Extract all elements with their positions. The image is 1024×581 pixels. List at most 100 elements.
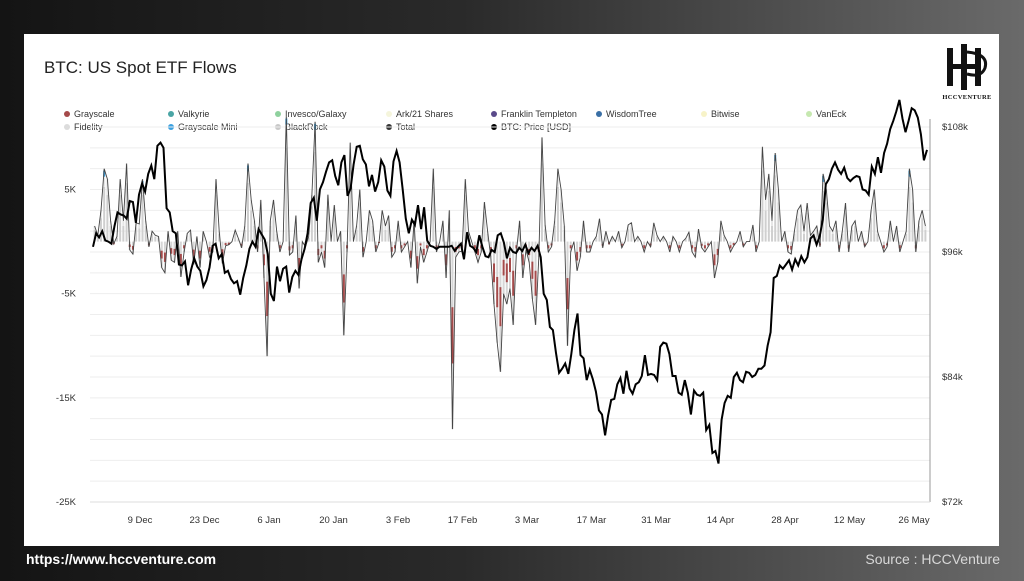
flow-bar-blackrock: [96, 236, 99, 242]
chart-card: BTC: US Spot ETF Flows HCCVENTURE Graysc…: [24, 34, 999, 546]
flow-bar-grayscale: [170, 248, 173, 254]
legend-item-ark-21-shares[interactable]: Ark/21 Shares: [386, 109, 453, 119]
flow-bar-blackrock: [739, 233, 742, 242]
site-url[interactable]: https://www.hccventure.com: [26, 551, 217, 567]
legend-item-fidelity[interactable]: Fidelity: [64, 122, 103, 132]
flow-bar-blackrock: [540, 163, 543, 242]
flow-bar-grayscale: [320, 245, 323, 249]
flow-bar-fidelity: [560, 189, 563, 203]
flow-bar-blackrock: [381, 218, 384, 242]
flow-bar-blackrock: [333, 214, 336, 242]
flow-bar-blackrock: [154, 236, 157, 242]
flow-bar-blackrock: [598, 224, 601, 242]
flow-bar-blackrock: [294, 222, 297, 242]
flow-bar-blackrock: [604, 233, 607, 242]
legend-item-vaneck[interactable]: VanEck: [806, 109, 846, 119]
flow-bar-blackrock: [723, 236, 726, 242]
x-tick-label: 26 May: [898, 515, 929, 526]
legend-item-grayscale[interactable]: Grayscale: [64, 109, 115, 119]
flow-bar-blackrock: [215, 194, 218, 242]
flow-bar-blackrock: [556, 186, 559, 242]
logo-text: HCCVENTURE: [942, 94, 992, 101]
flow-bar-grayscale: [707, 243, 710, 246]
flow-bar-blackrock: [272, 210, 275, 242]
flow-bar-blackrock: [176, 233, 179, 242]
flow-bar-grayscale: [588, 245, 591, 249]
flow-bar-grayscale: [576, 251, 579, 261]
flow-bar-blackrock: [115, 237, 118, 242]
flow-bar-fidelity: [384, 225, 387, 230]
legend-item-wisdomtree[interactable]: WisdomTree: [596, 109, 657, 119]
flow-bar-grayscale: [266, 281, 269, 317]
flow-bar-blackrock: [237, 239, 240, 242]
flow-bar-grayscale: [192, 249, 195, 257]
flow-bar-grayscale: [620, 243, 623, 246]
flow-bar-blackrock: [611, 237, 614, 242]
flow-bar-grayscale: [342, 274, 345, 303]
legend-item-bitwise[interactable]: Bitwise: [701, 109, 740, 119]
y-right-tick-label: $96k: [942, 247, 963, 258]
flow-bar-grayscale: [173, 248, 176, 256]
x-tick-label: 20 Jan: [319, 515, 348, 526]
plot-area: 5K -5K -15K -25K $108k $96k $84k $72k 9 Dec 23 De…: [56, 99, 968, 526]
flow-bar-grayscale: [790, 245, 793, 250]
flow-bar-grayscale: [445, 254, 448, 266]
flow-bar-fidelity: [767, 173, 770, 191]
flow-bar-blackrock: [307, 237, 310, 242]
flow-bar-fidelity: [106, 179, 109, 195]
legend-swatch: [64, 124, 70, 130]
flow-bar-grayscale: [898, 245, 901, 249]
flow-bar-blackrock: [560, 202, 563, 242]
flow-bar-blackrock: [326, 206, 329, 242]
flow-bar-grayscale: [579, 247, 582, 252]
legend-label: Fidelity: [74, 122, 103, 132]
flow-bar-grayscale: [477, 248, 480, 256]
flow-bar-blackrock: [553, 225, 556, 242]
flow-bar-blackrock: [844, 212, 847, 242]
legend-label: Valkyrie: [178, 109, 210, 119]
flow-bar-blackrock: [387, 222, 390, 242]
legend-swatch: [491, 111, 497, 117]
flow-bar-fidelity: [250, 199, 253, 211]
flow-bar-blackrock: [834, 225, 837, 242]
flow-bar-blackrock: [135, 227, 138, 242]
flow-bar-blackrock: [246, 182, 249, 242]
flow-bar-blackrock: [905, 233, 908, 242]
flow-bar-fidelity: [764, 199, 767, 211]
flow-bar-blackrock: [652, 227, 655, 242]
x-tick-label: 17 Feb: [448, 515, 478, 526]
legend-item-valkyrie[interactable]: Valkyrie: [168, 109, 209, 119]
flow-bar-grayscale: [374, 245, 377, 249]
flow-bar-grayscale: [425, 245, 428, 249]
flow-bar-blackrock: [483, 211, 486, 242]
x-tick-label: 23 Dec: [189, 515, 219, 526]
flow-bar-fidelity: [796, 210, 799, 219]
flow-bar-blackrock: [921, 218, 924, 242]
total-flow-line: [94, 116, 926, 430]
flow-bar-grayscale: [505, 263, 508, 283]
flow-bar-grayscale: [512, 270, 515, 296]
legend-item-franklin-templeton[interactable]: Franklin Templeton: [491, 109, 577, 119]
flow-bar-blackrock: [167, 233, 170, 242]
flow-bar-grayscale: [691, 245, 694, 249]
y-right-tick-label: $108k: [942, 122, 968, 133]
flow-bar-fidelity: [825, 189, 828, 203]
flow-bar-fidelity: [924, 225, 927, 230]
flow-bar-blackrock: [806, 212, 809, 242]
legend-swatch: [168, 111, 174, 117]
y-right-tick-label: $84k: [942, 372, 963, 383]
y-left-tick-label: -25K: [56, 497, 77, 508]
flow-bar-grayscale: [585, 245, 588, 249]
flow-bar-blackrock: [783, 233, 786, 242]
flow-bar-blackrock: [486, 233, 489, 242]
flow-bar-blackrock: [841, 233, 844, 242]
flow-bar-grayscale: [183, 245, 186, 249]
flow-bar-grayscale: [787, 245, 789, 249]
flow-bar-blackrock: [125, 182, 128, 242]
flow-bar-blackrock: [777, 202, 780, 242]
legend-item-invesco-galaxy[interactable]: Invesco/Galaxy: [275, 109, 347, 119]
flow-bar-grayscale: [451, 307, 454, 364]
x-tick-label: 9 Dec: [128, 515, 153, 526]
flow-bar-grayscale: [419, 243, 422, 246]
flow-bar-grayscale: [700, 243, 703, 246]
